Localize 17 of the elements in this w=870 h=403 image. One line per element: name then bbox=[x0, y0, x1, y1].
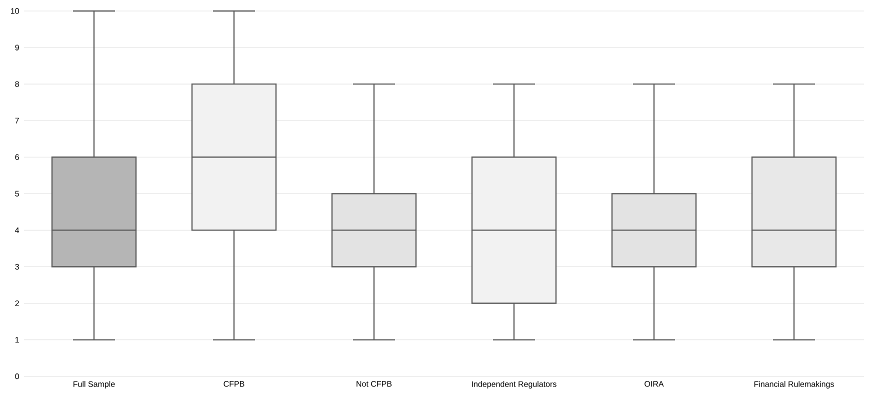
y-tick-label: 0 bbox=[15, 374, 19, 380]
x-tick-label: Independent Regulators bbox=[472, 381, 556, 388]
y-tick-label: 4 bbox=[15, 227, 20, 233]
y-tick-label: 6 bbox=[15, 154, 19, 160]
x-tick-label: Full Sample bbox=[74, 381, 115, 388]
y-tick-label: 10 bbox=[11, 8, 19, 14]
x-tick-label: OIRA bbox=[644, 381, 664, 387]
y-tick-label: 2 bbox=[15, 300, 19, 306]
x-tick-label: CFPB bbox=[224, 381, 244, 387]
y-tick-label: 1 bbox=[15, 337, 19, 343]
y-tick-label: 9 bbox=[15, 44, 19, 50]
y-tick-label: 3 bbox=[15, 264, 19, 270]
x-tick-label: Not CFPB bbox=[356, 381, 392, 387]
y-tick-label: 5 bbox=[15, 190, 19, 196]
y-tick-label: 7 bbox=[15, 118, 19, 124]
x-tick-label: Financial Rulemakings bbox=[754, 381, 834, 388]
y-tick-label: 8 bbox=[15, 81, 19, 87]
